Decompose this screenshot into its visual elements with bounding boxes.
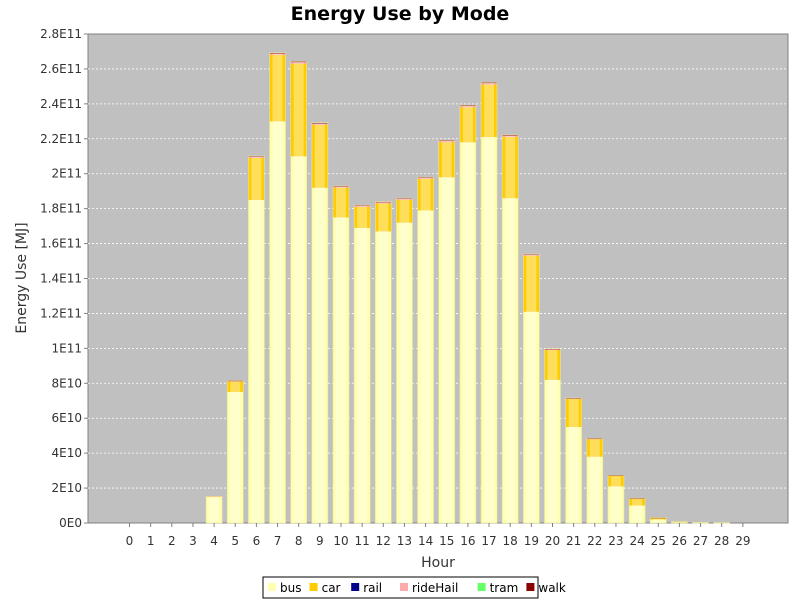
legend-swatch-rail	[351, 583, 359, 591]
x-tick-label: 21	[566, 534, 581, 548]
bar-highlight	[548, 350, 558, 522]
y-tick-label: 4E10	[52, 446, 83, 460]
legend-swatch-walk	[526, 583, 534, 591]
x-tick-label: 24	[629, 534, 644, 548]
y-tick-label: 2E11	[52, 167, 83, 181]
legend-swatch-tram	[478, 583, 486, 591]
x-tick-label: 17	[481, 534, 496, 548]
x-tick-label: 29	[735, 534, 750, 548]
x-tick-label: 13	[397, 534, 412, 548]
x-tick-label: 5	[231, 534, 239, 548]
x-tick-label: 7	[274, 534, 282, 548]
y-tick-label: 2.4E11	[40, 97, 82, 111]
y-tick-label: 1.2E11	[40, 306, 82, 320]
bar-highlight	[653, 519, 663, 522]
x-tick-label: 16	[460, 534, 475, 548]
legend-label-rail: rail	[363, 581, 382, 595]
x-tick-label: 20	[545, 534, 560, 548]
bar-highlight	[442, 141, 452, 522]
y-tick-label: 1.4E11	[40, 272, 82, 286]
bar-highlight	[315, 124, 325, 522]
x-tick-label: 12	[376, 534, 391, 548]
x-tick-label: 19	[524, 534, 539, 548]
legend-label-car: car	[322, 581, 341, 595]
x-tick-label: 10	[333, 534, 348, 548]
bar-highlight	[378, 203, 388, 522]
y-axis-label: Energy Use [MJ]	[14, 222, 30, 333]
x-tick-label: 23	[608, 534, 623, 548]
y-axis: 0E0 2E10 4E10 6E10 8E10 1E11 1.2E11 1.4E11 1.6E1…	[40, 27, 88, 530]
legend: bus car rail rideHail tram walk	[263, 577, 566, 598]
x-tick-label: 8	[295, 534, 303, 548]
bar-highlight	[251, 157, 261, 522]
legend-label-walk: walk	[538, 581, 566, 595]
x-tick-label: 25	[651, 534, 666, 548]
legend-swatch-car	[310, 583, 318, 591]
x-axis-label: Hour	[421, 555, 455, 571]
chart-title: Energy Use by Mode	[291, 3, 510, 25]
bar-highlight	[336, 187, 346, 522]
bar-highlight	[569, 399, 579, 522]
y-tick-label: 2.8E11	[40, 27, 82, 41]
x-tick-label: 15	[439, 534, 454, 548]
bar-highlight	[294, 62, 304, 522]
y-tick-label: 1.6E11	[40, 237, 82, 251]
x-tick-label: 14	[418, 534, 433, 548]
bar-highlight	[273, 54, 283, 522]
y-tick-label: 1.8E11	[40, 202, 82, 216]
bar-highlight	[505, 136, 515, 522]
x-tick-label: 28	[714, 534, 729, 548]
x-tick-label: 11	[355, 534, 370, 548]
y-tick-label: 0E0	[59, 516, 82, 530]
x-tick-label: 3	[189, 534, 197, 548]
y-tick-label: 6E10	[52, 411, 83, 425]
x-tick-label: 2	[168, 534, 176, 548]
bar-highlight	[526, 255, 536, 522]
x-tick-label: 22	[587, 534, 602, 548]
y-tick-label: 2E10	[52, 481, 83, 495]
y-tick-label: 2.2E11	[40, 132, 82, 146]
y-tick-label: 8E10	[52, 376, 83, 390]
y-tick-label: 2.6E11	[40, 62, 82, 76]
bar-highlight	[484, 83, 494, 522]
x-tick-label: 4	[210, 534, 218, 548]
bar-highlight	[421, 178, 431, 522]
bar-highlight	[399, 199, 409, 522]
x-tick-label: 1	[147, 534, 155, 548]
bar-highlight	[357, 206, 367, 522]
bar-highlight	[230, 381, 240, 522]
x-tick-label: 0	[126, 534, 134, 548]
x-tick-label: 9	[316, 534, 324, 548]
legend-swatch-ridehail	[400, 583, 408, 591]
x-tick-label: 27	[693, 534, 708, 548]
x-tick-label: 6	[253, 534, 261, 548]
legend-label-bus: bus	[280, 581, 301, 595]
bar-highlight	[632, 499, 642, 522]
bar-highlight	[209, 497, 219, 522]
bar-highlight	[590, 439, 600, 522]
legend-label-ridehail: rideHail	[412, 581, 458, 595]
x-tick-label: 18	[503, 534, 518, 548]
y-tick-label: 1E11	[52, 341, 83, 355]
legend-swatch-bus	[268, 583, 276, 591]
legend-label-tram: tram	[490, 581, 519, 595]
bar-highlight	[611, 476, 621, 522]
bar-highlight	[463, 106, 473, 522]
x-tick-label: 26	[672, 534, 687, 548]
